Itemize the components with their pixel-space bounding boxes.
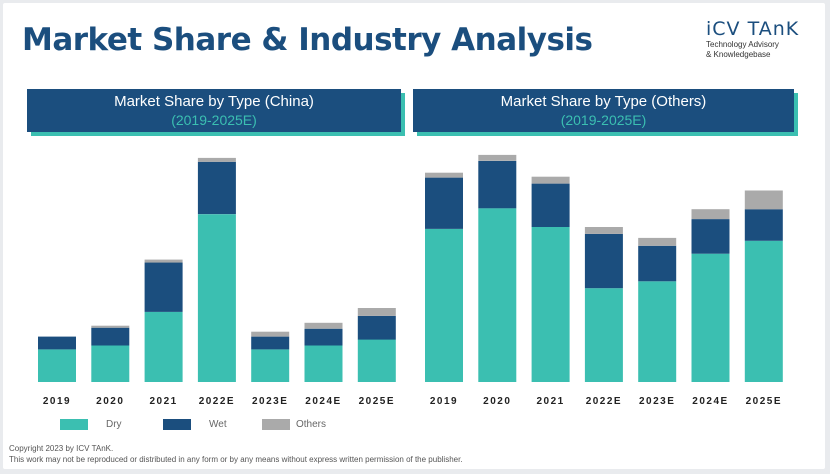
others-bar-others-2023e: [638, 237, 677, 246]
china-bar-wet-2019: [38, 336, 76, 350]
others-bar-dry-2020: [478, 208, 517, 382]
others-bar-others-2020: [478, 154, 517, 161]
china-bar-wet-2021: [144, 262, 183, 312]
others-bar-dry-2023e: [638, 281, 677, 382]
china-chart-subtitle: (2019-2025E): [171, 112, 257, 128]
legend-swatch-dry: [60, 419, 88, 430]
report-card: [3, 3, 825, 469]
china-bar-others-2021: [144, 259, 183, 263]
others-bar-others-2022e: [584, 227, 623, 234]
others-bar-others-2021: [531, 176, 570, 184]
copyright-footer: Copyright 2023 by ICV TAnK. This work ma…: [9, 443, 463, 465]
others-x-tick-2022e: 2022E: [586, 396, 622, 407]
china-x-tick-2019: 2019: [43, 396, 71, 407]
china-x-tick-2023e: 2023E: [252, 396, 288, 407]
others-bar-wet-2023e: [638, 245, 677, 282]
logo-tagline-2: & Knowledgebase: [706, 50, 771, 59]
others-chart-subtitle: (2019-2025E): [560, 112, 647, 128]
others-x-tick-2019: 2019: [430, 396, 458, 407]
china-bar-dry-2019: [38, 349, 76, 382]
china-bar-dry-2023e: [251, 349, 290, 382]
others-bar-dry-2025e: [744, 240, 783, 382]
others-bar-wet-2019: [425, 177, 463, 229]
page-title: Market Share & Industry Analysis: [22, 22, 593, 58]
others-x-tick-2023e: 2023E: [639, 396, 675, 407]
others-bar-others-2024e: [691, 209, 730, 220]
others-x-tick-2021: 2021: [536, 396, 564, 407]
china-bar-dry-2020: [91, 345, 130, 382]
china-bar-wet-2025e: [357, 315, 396, 340]
china-x-tick-2020: 2020: [96, 396, 124, 407]
others-bar-wet-2022e: [584, 233, 623, 289]
others-bar-dry-2019: [425, 229, 463, 382]
copyright-line: Copyright 2023 by ICV TAnK.: [9, 444, 114, 453]
others-x-tick-2020: 2020: [483, 396, 511, 407]
others-bar-dry-2021: [531, 227, 570, 382]
disclaimer-line: This work may not be reproduced or distr…: [9, 455, 463, 464]
china-bar-others-2024e: [304, 322, 343, 329]
china-bar-dry-2024e: [304, 345, 343, 382]
china-bar-wet-2020: [91, 327, 130, 346]
logo-name: iCV TAnK: [706, 18, 800, 40]
others-bar-wet-2021: [531, 183, 570, 227]
legend-swatch-wet: [163, 419, 191, 430]
china-bar-wet-2024e: [304, 328, 343, 346]
legend-label-others: Others: [296, 419, 327, 430]
others-chart-title: Market Share by Type (Others): [500, 93, 707, 110]
china-bar-dry-2022e: [197, 214, 236, 382]
china-x-tick-2024e: 2024E: [305, 396, 341, 407]
china-bar-others-2023e: [251, 331, 290, 337]
china-x-tick-2025e: 2025E: [359, 396, 395, 407]
china-bar-wet-2023e: [251, 336, 290, 350]
others-bar-wet-2020: [478, 160, 517, 209]
china-chart-title: Market Share by Type (China): [114, 93, 314, 110]
china-bar-others-2025e: [357, 308, 396, 316]
others-x-tick-2025e: 2025E: [746, 396, 782, 407]
china-x-tick-2022e: 2022E: [199, 396, 235, 407]
china-chart-header: Market Share by Type (China) (2019-2025E…: [27, 89, 401, 132]
china-x-tick-2021: 2021: [149, 396, 177, 407]
others-bar-others-2025e: [744, 190, 783, 210]
others-x-tick-2024e: 2024E: [692, 396, 728, 407]
brand-logo: iCV TAnK Technology Advisory & Knowledge…: [706, 18, 799, 60]
others-bar-dry-2022e: [584, 288, 623, 382]
china-bar-others-2020: [91, 325, 130, 328]
legend-swatch-others: [262, 419, 290, 430]
legend-label-dry: Dry: [106, 419, 122, 430]
china-bar-others-2022e: [197, 157, 236, 162]
china-bar-dry-2025e: [357, 339, 396, 382]
others-bar-others-2019: [425, 172, 463, 178]
china-bar-dry-2021: [144, 311, 183, 382]
logo-tagline-1: Technology Advisory: [706, 40, 779, 49]
others-bar-dry-2024e: [691, 253, 730, 382]
others-bar-wet-2024e: [691, 219, 730, 254]
legend-label-wet: Wet: [209, 419, 227, 430]
china-bar-wet-2022e: [197, 161, 236, 215]
others-bar-wet-2025e: [744, 209, 783, 241]
others-chart-header: Market Share by Type (Others) (2019-2025…: [413, 89, 794, 132]
